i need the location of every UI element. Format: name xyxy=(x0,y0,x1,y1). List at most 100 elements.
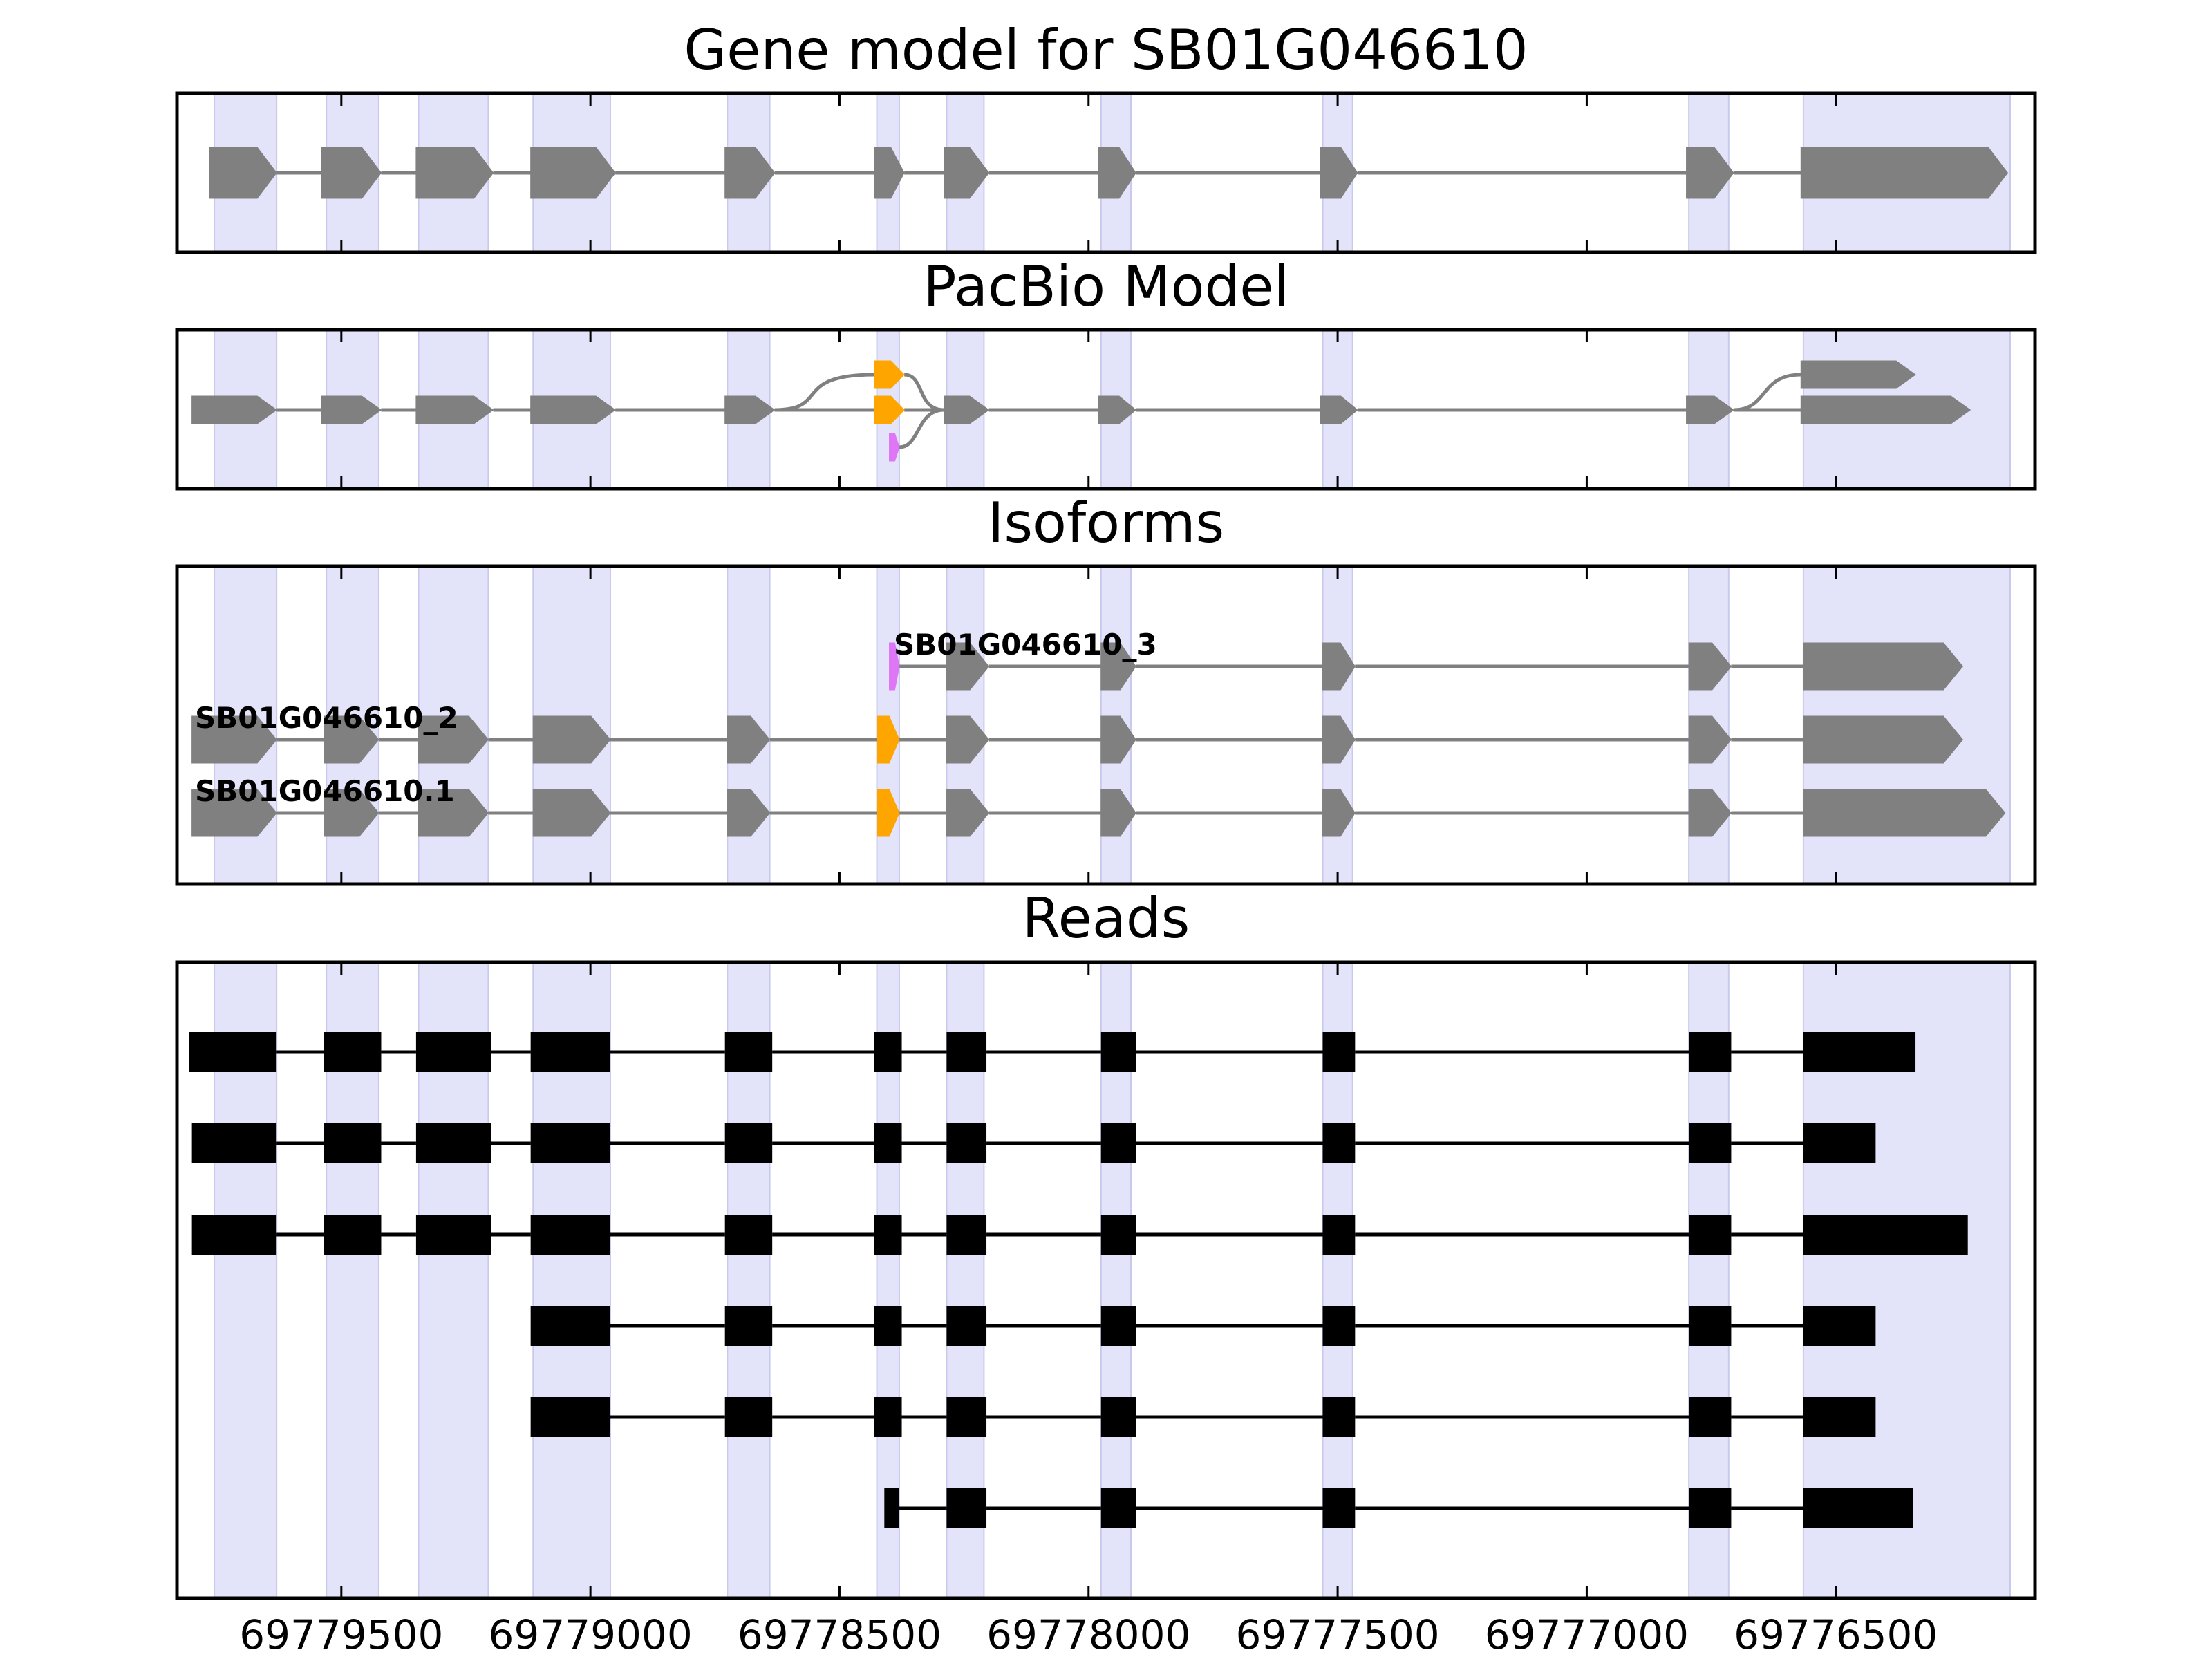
read-exon-block xyxy=(946,1306,987,1346)
exon-glyph xyxy=(1686,147,1734,199)
exon-glyph xyxy=(530,147,616,199)
read-exon-block xyxy=(1689,1488,1732,1528)
read-exon-block xyxy=(530,1032,610,1072)
exon-glyph xyxy=(724,395,776,424)
x-axis-tick-labels: 69779500 69779000 69778500 69778000 69777500… xyxy=(239,1611,1938,1658)
exon-glyph xyxy=(1800,360,1916,389)
read-track xyxy=(189,1032,1916,1072)
read-exon-block xyxy=(946,1123,987,1163)
exon-glyph xyxy=(191,715,277,764)
exon-glyph xyxy=(1322,789,1356,837)
exon-glyph xyxy=(321,147,382,199)
read-exon-block xyxy=(1803,1306,1876,1346)
read-exon-block xyxy=(1322,1123,1356,1163)
read-tracks xyxy=(189,1032,1968,1528)
exon-glyph xyxy=(946,715,990,764)
exon-glyph xyxy=(874,360,905,389)
read-exon-block xyxy=(415,1215,491,1255)
read-exon-block xyxy=(874,1215,902,1255)
pacbio-exons xyxy=(191,360,1971,462)
read-exon-block xyxy=(724,1215,773,1255)
exon-glyph xyxy=(532,715,611,764)
read-track xyxy=(191,1215,1968,1255)
isoform-label: SB01G046610_3 xyxy=(894,628,1157,662)
read-track xyxy=(530,1306,1876,1346)
exon-glyph xyxy=(1800,147,2008,199)
exon-glyph xyxy=(415,147,494,199)
read-exon-block xyxy=(946,1488,987,1528)
read-exon-block xyxy=(1322,1488,1356,1528)
isoform-track xyxy=(191,789,2006,837)
exon-glyph xyxy=(889,642,900,691)
exon-glyph xyxy=(324,789,379,837)
exon-glyph xyxy=(724,147,776,199)
read-exon-block xyxy=(1689,1397,1732,1437)
read-exon-block xyxy=(1689,1215,1732,1255)
exon-glyph xyxy=(532,789,611,837)
read-track xyxy=(191,1123,1876,1163)
read-exon-block xyxy=(530,1397,610,1437)
exon-glyph xyxy=(877,715,900,764)
exon-glyph xyxy=(1322,642,1356,691)
exon-glyph xyxy=(1100,715,1136,764)
pacbio-frame xyxy=(175,328,2037,491)
read-exon-block xyxy=(530,1215,610,1255)
exon-glyph xyxy=(530,395,617,424)
exon-glyph xyxy=(415,395,494,424)
exon-glyph xyxy=(1803,789,2006,837)
read-exon-block xyxy=(191,1123,277,1163)
read-exon-block xyxy=(724,1032,773,1072)
panel-title-gene-model: Gene model for SB01G046610 xyxy=(684,18,1528,82)
read-exon-block xyxy=(724,1306,773,1346)
exon-glyph xyxy=(418,789,489,837)
exon-glyph xyxy=(874,147,905,199)
exon-glyph xyxy=(946,642,990,691)
read-exon-block xyxy=(530,1306,610,1346)
exon-glyph xyxy=(1098,395,1137,424)
read-exon-block xyxy=(946,1032,987,1072)
read-exon-block xyxy=(1100,1488,1136,1528)
pacbio-ticks xyxy=(340,330,1837,489)
reads-ticks xyxy=(340,962,1837,1598)
read-exon-block xyxy=(946,1397,987,1437)
exon-glyph xyxy=(321,395,382,424)
exon-glyph xyxy=(1803,715,1964,764)
isoform-tracks: SB01G046610_3 SB01G046610_2 SB01G046610.1 xyxy=(191,628,2006,837)
read-exon-block xyxy=(1322,1397,1356,1437)
exon-glyph xyxy=(889,433,900,462)
splice-branch xyxy=(774,373,874,412)
read-exon-block xyxy=(874,1306,902,1346)
exon-glyph xyxy=(946,789,990,837)
exon-glyph xyxy=(324,715,379,764)
read-exon-block xyxy=(1322,1306,1356,1346)
x-tick-label: 69779000 xyxy=(489,1611,693,1658)
read-exon-block xyxy=(874,1397,902,1437)
read-exon-block xyxy=(1100,1215,1136,1255)
exon-glyph xyxy=(944,147,990,199)
panel-title-isoforms: Isoforms xyxy=(988,491,1224,555)
isoform-track xyxy=(889,642,1964,691)
read-exon-block xyxy=(1100,1397,1136,1437)
read-exon-block xyxy=(1803,1032,1916,1072)
exon-glyph xyxy=(877,789,900,837)
read-exon-block xyxy=(1100,1306,1136,1346)
gene-model-frame xyxy=(175,91,2037,254)
exon-glyph xyxy=(727,715,771,764)
gene-model-panel xyxy=(175,91,2037,254)
read-exon-block xyxy=(1322,1032,1356,1072)
exon-glyph xyxy=(944,395,990,424)
read-exon-block xyxy=(324,1032,382,1072)
isoforms-ticks xyxy=(340,566,1837,884)
isoforms-panel: SB01G046610_3 SB01G046610_2 SB01G046610.1 xyxy=(175,564,2037,886)
exon-glyph xyxy=(1803,642,1964,691)
exon-glyph xyxy=(1320,395,1358,424)
x-tick-label: 69777000 xyxy=(1485,1611,1689,1658)
read-exon-block xyxy=(191,1215,277,1255)
exon-glyph xyxy=(1320,147,1358,199)
gene-model-ticks xyxy=(340,93,1837,252)
read-exon-block xyxy=(1689,1306,1732,1346)
exon-glyph xyxy=(1100,789,1136,837)
isoform-label: SB01G046610_2 xyxy=(195,701,458,735)
x-tick-label: 69778000 xyxy=(986,1611,1190,1658)
splice-branch xyxy=(899,408,944,449)
